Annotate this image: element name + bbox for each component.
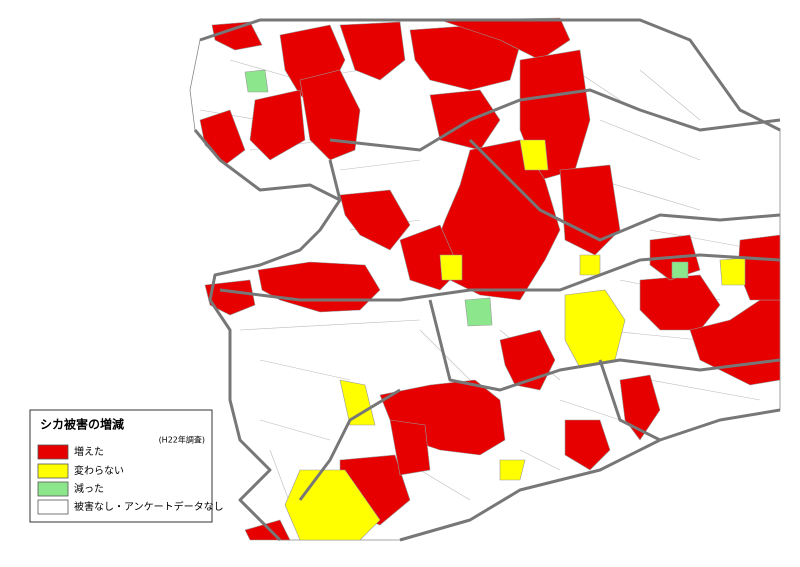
area [299, 69, 361, 161]
area [244, 519, 291, 541]
area [439, 17, 571, 61]
area [429, 139, 561, 301]
legend: シカ被害の増減 (H22年調査) 増えた変わらない減った被害なし・アンケートデー… [29, 409, 224, 523]
region-boundary [193, 18, 781, 542]
increased-areas [199, 17, 781, 541]
area [339, 189, 411, 251]
legend-label: 変わらない [74, 464, 124, 477]
area [204, 279, 256, 316]
area [339, 21, 406, 81]
area [249, 89, 306, 161]
map [189, 17, 781, 542]
area [439, 254, 463, 281]
legend-swatch [37, 481, 69, 497]
legend-swatch [37, 444, 69, 460]
legend-title: シカ被害の増減 [40, 417, 124, 432]
decreased-areas [244, 69, 689, 327]
area [211, 21, 263, 51]
area [244, 69, 269, 93]
area [559, 164, 621, 256]
legend-subtitle: (H22年調査) [159, 435, 205, 445]
area [339, 379, 376, 426]
legend-label: 被害なし・アンケートデータなし [74, 500, 224, 513]
legend-label: 増えた [74, 445, 104, 458]
area [519, 139, 549, 171]
area [671, 261, 689, 279]
area [499, 459, 526, 481]
area [579, 254, 601, 276]
area [389, 419, 431, 476]
area [719, 257, 746, 286]
legend-label: 減った [74, 482, 104, 495]
area [564, 419, 611, 471]
area [464, 297, 493, 327]
legend-swatch [37, 499, 69, 515]
legend-swatch [37, 463, 69, 479]
